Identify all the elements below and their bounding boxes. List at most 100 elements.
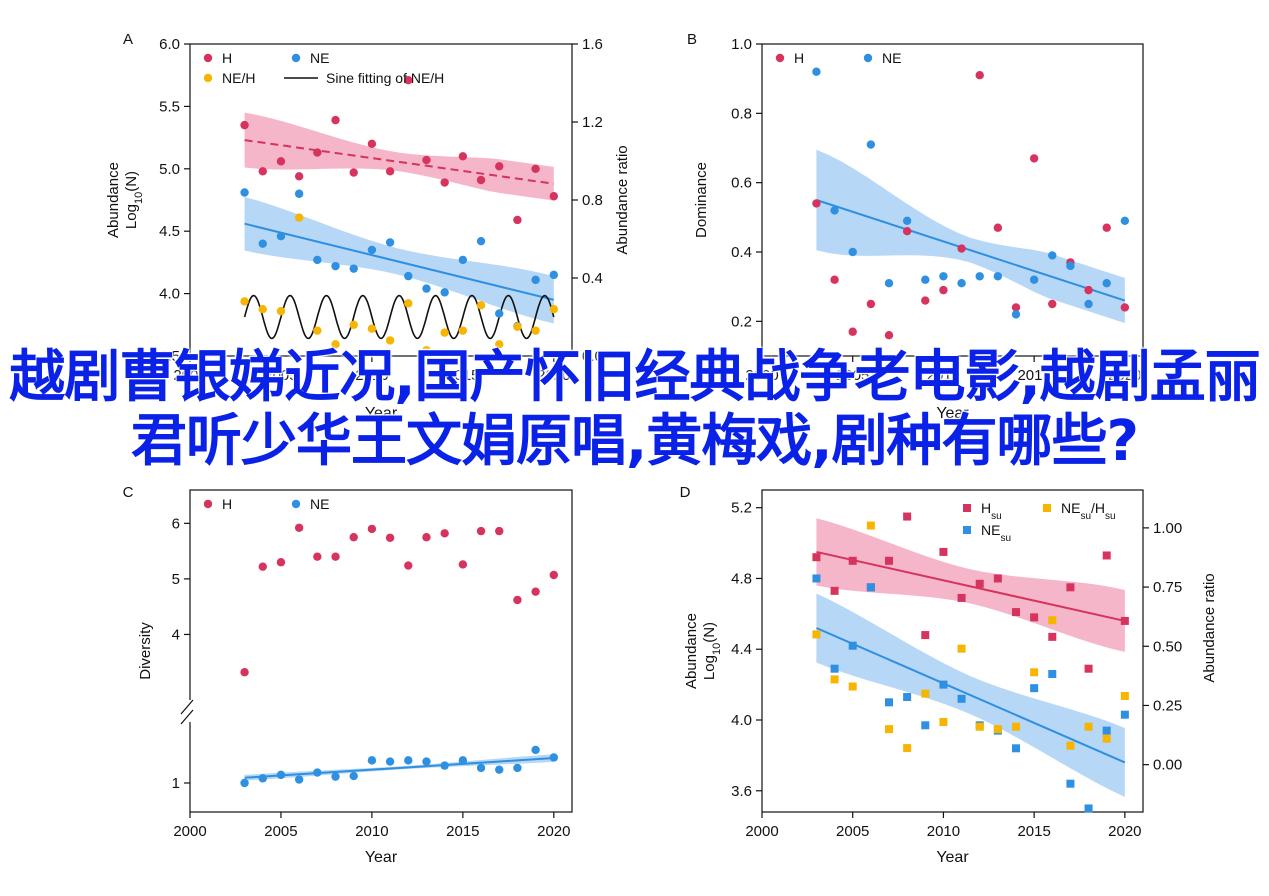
panel-c-legend-label: NE <box>310 496 329 512</box>
panel-a-sine-fit-line <box>243 294 555 340</box>
panel-a-data-point <box>276 231 286 241</box>
panel-b-data-point <box>1084 285 1093 295</box>
panel-c-axis-break-mark <box>180 699 194 715</box>
panel-a-data-point <box>495 340 504 349</box>
panel-a-data-point <box>404 299 413 308</box>
panel-a-data-point <box>240 188 249 197</box>
overlay-title: 越剧曹银娣近况,国产怀旧经典战争老电影,越剧孟丽君听少华王文娟原唱,黄梅戏,剧种… <box>9 345 1261 474</box>
panel-b-y-tick-label: 0.6 <box>731 175 752 192</box>
panel-a-y-tick-label: 4.5 <box>159 223 180 240</box>
panel-a-data-point <box>349 320 358 329</box>
panel-b-data-point <box>921 296 930 305</box>
panel-c-data-point <box>258 774 267 783</box>
panel-c-data-point <box>549 753 559 762</box>
panel-c-data-point <box>495 765 504 774</box>
panel-c-data-point <box>367 756 377 765</box>
panel-a-y2-tick-label: 0.8 <box>582 192 603 209</box>
panel-c-data-point <box>458 560 468 569</box>
panel-c-legend-symbol <box>291 499 301 509</box>
panel-c-y-tick-label: 4 <box>172 626 180 643</box>
panel-c-data-point <box>476 763 486 773</box>
panel-b-data-point <box>1102 223 1111 232</box>
panel-c-data-point <box>385 757 395 766</box>
panel-b-y-tick-label: 0.8 <box>731 105 752 122</box>
panel-d-x-axis-label: Year <box>936 849 969 866</box>
panel-c-axis-break-mark <box>180 709 194 725</box>
panel-b-data-point <box>1011 303 1021 312</box>
panel-b-data-point <box>993 272 1003 281</box>
panel-b-data-point <box>1084 299 1093 309</box>
panel-a-y-tick-label: 4.0 <box>159 286 180 303</box>
panel-d-data-point <box>1066 779 1075 788</box>
panel-c-x-axis-label: Year <box>365 849 398 866</box>
panel-c-y-tick-label: 5 <box>172 571 180 588</box>
panel-c-frame <box>189 489 573 813</box>
panel-d-x-tick-label: 2020 <box>1108 823 1141 840</box>
panel-c-data-point <box>240 778 249 788</box>
panel-c-data-point <box>313 768 322 777</box>
panel-a-data-point <box>240 297 249 306</box>
panel-d-y-axis-label: Abundance <box>683 613 700 689</box>
panel-c-data-point <box>313 552 322 561</box>
panel-b-data-point <box>939 285 948 295</box>
panel-d-legend-label: Hsu <box>981 500 1002 522</box>
panel-b-data-point <box>812 199 821 208</box>
panel-d-x-tick-label: 2015 <box>1017 823 1050 840</box>
panel-d-data-point <box>812 574 821 583</box>
panel-a-y2-tick-label: 1.2 <box>582 114 603 131</box>
panel-d-data-point <box>1084 722 1093 731</box>
panel-d-x-tick-label: 2005 <box>836 823 869 840</box>
panel-d-frame <box>761 489 1144 813</box>
panel-c-data-point <box>513 595 522 605</box>
panel-b-data-point <box>921 275 930 284</box>
panel-c-x-tick-label: 2000 <box>173 823 206 840</box>
panel-d-legend-label: NEsu/Hsu <box>1061 500 1116 522</box>
panel-a-y2-axis-label: Abundance ratio <box>614 145 631 254</box>
panel-a-letter: A <box>123 31 133 48</box>
panel-a-data-point <box>513 215 522 225</box>
panel-a-x-tick-label: 2000 <box>173 367 206 384</box>
panel-d-legend-symbol <box>963 504 971 512</box>
panel-b-confidence-band <box>816 149 1125 324</box>
panel-a-data-point <box>422 284 431 293</box>
panel-b-data-point <box>812 67 821 76</box>
panel-a-trend-line <box>244 222 555 301</box>
panel-b-legend-label: NE <box>882 50 901 66</box>
panel-d-data-point <box>903 744 912 753</box>
panel-c-y-tick-label: 6 <box>172 515 180 532</box>
panel-a-data-point <box>404 271 413 281</box>
panel-c-data-point <box>458 756 468 765</box>
panel-d-data-point <box>1066 583 1075 592</box>
panel-b-data-point <box>848 247 857 257</box>
panel-a-data-point <box>367 139 377 149</box>
panel-a-legend-label: NE <box>310 50 329 66</box>
panel-a-x-axis-label: Year <box>365 405 398 422</box>
panel-c-data-point <box>422 533 431 542</box>
panel-b-data-point <box>884 279 894 288</box>
panel-b-data-point <box>957 244 966 253</box>
panel-d-data-point <box>921 631 930 640</box>
panel-a-legend-label: H <box>222 50 232 66</box>
panel-d-data-point <box>1030 613 1039 622</box>
panel-b-data-point <box>1048 251 1057 260</box>
panel-a-data-point <box>258 167 267 176</box>
panel-d-y2-tick-label: 0.75 <box>1153 579 1182 596</box>
panel-d-y2-tick-label: 1.00 <box>1153 520 1182 537</box>
panel-b-y-tick-label: 0.4 <box>731 244 752 261</box>
panel-d-data-point <box>1120 710 1129 719</box>
panel-d-data-point <box>1012 722 1020 731</box>
panel-d-data-point <box>812 630 821 639</box>
panel-d-y2-tick-label: 0.50 <box>1153 638 1182 655</box>
panel-d-data-point <box>921 721 930 730</box>
panel-a-data-point <box>440 328 449 337</box>
panel-a-data-point <box>258 239 267 248</box>
panel-d-data-point <box>830 664 839 673</box>
panel-c-data-point <box>258 562 267 571</box>
panel-b-data-point <box>848 327 857 336</box>
panel-d-data-point <box>975 722 984 731</box>
panel-c-x-tick-label: 2020 <box>537 823 570 840</box>
panel-a-data-point <box>513 322 522 331</box>
panel-a-data-point <box>240 120 249 130</box>
panel-d-y-tick-label: 4.8 <box>731 570 752 587</box>
panel-c-trend-line <box>244 757 554 779</box>
